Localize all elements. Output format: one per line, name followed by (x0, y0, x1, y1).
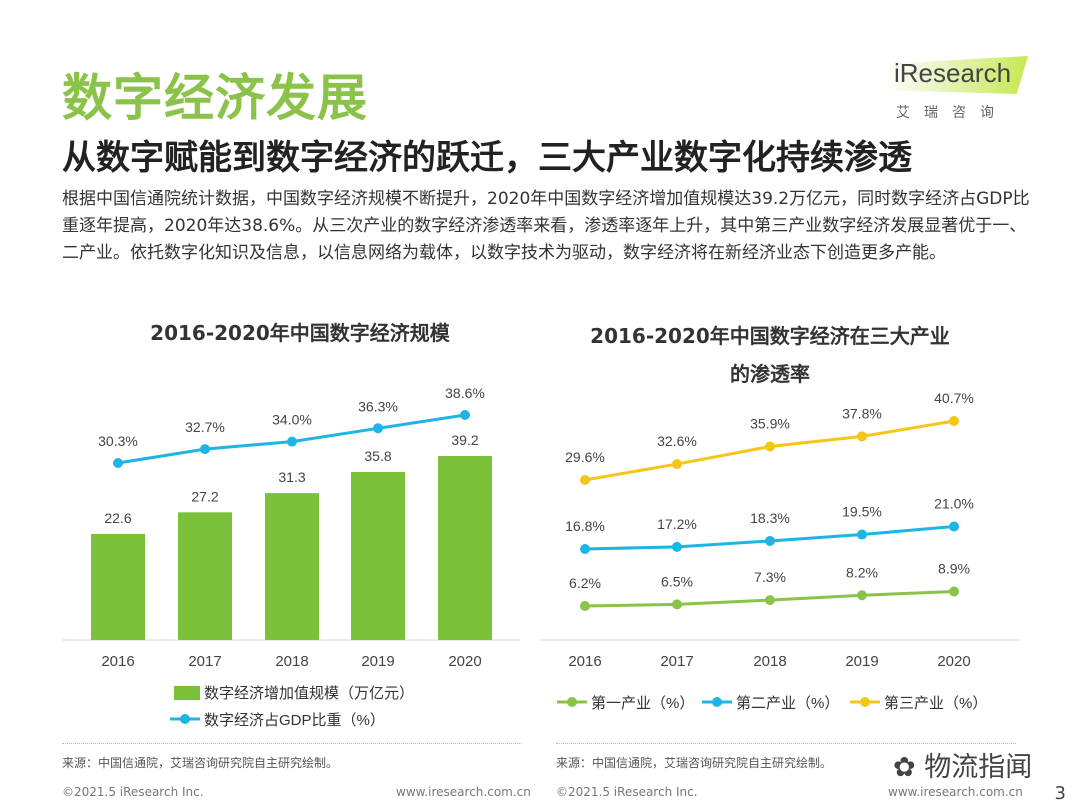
chart1-x-tick-label: 2019 (361, 653, 394, 670)
source-note-right: 来源：中国信通院，艾瑞咨询研究院自主研究绘制。 (556, 756, 833, 770)
wechat-icon: ✿ (893, 752, 916, 783)
page-title: 数字经济发展 (62, 69, 368, 127)
chart1-legend-bar-swatch (174, 686, 200, 700)
source-note-left: 来源：中国信通院，艾瑞咨询研究院自主研究绘制。 (62, 756, 339, 770)
chart1-bar (91, 533, 145, 640)
chart2-point-label: 6.2% (569, 575, 601, 591)
footer-divider-left (62, 743, 522, 744)
logo-subtitle: 艾瑞咨询 (896, 105, 1008, 121)
copyright-left: ©2021.5 iResearch Inc. (62, 785, 204, 799)
chart1-legend-bar-label: 数字经济增加值规模（万亿元） (204, 685, 414, 702)
chart2-series-point (857, 590, 867, 601)
chart1-x-tick-label: 2020 (448, 653, 481, 670)
chart2-point-label: 8.9% (938, 561, 970, 577)
chart2-point-label: 6.5% (661, 573, 693, 589)
chart1-bar-label: 39.2 (451, 432, 478, 448)
chart1-gdp-share-point (113, 458, 123, 468)
chart1-x-tick-label: 2017 (188, 653, 221, 670)
chart1-bar (351, 471, 405, 640)
chart2-title: 2016-2020年中国数字经济在三大产业 的渗透率 (560, 317, 980, 393)
chart2-legend-label: 第二产业（%） (736, 694, 839, 712)
chart2-x-tick-label: 2020 (937, 653, 970, 670)
chart2-series-point (580, 601, 590, 611)
chart1-gdp-share-label: 36.3% (358, 398, 398, 414)
chart1-bar-label: 22.6 (104, 510, 131, 526)
chart2-title-line2: 的渗透率 (730, 362, 810, 386)
chart2-series-point (857, 431, 867, 442)
chart1-gdp-share-point (373, 423, 383, 434)
chart1-gdp-share-label: 38.6% (445, 385, 485, 401)
chart1-legend-line-label: 数字经济占GDP比重（%） (204, 712, 385, 729)
footer-divider-right (556, 743, 1016, 744)
chart2-x-tick-label: 2017 (660, 653, 693, 670)
chart2-point-label: 18.3% (750, 510, 790, 526)
chart2-x-tick-label: 2019 (845, 653, 878, 670)
chart2-series-point (672, 599, 682, 610)
chart2-point-label: 19.5% (842, 504, 882, 520)
chart2-point-label: 8.2% (846, 564, 878, 580)
chart2-series-point (580, 544, 590, 554)
wechat-label: 物流指闻 (924, 752, 1033, 783)
chart2-legend-marker (860, 697, 870, 707)
chart1-bar-label: 31.3 (278, 469, 305, 485)
chart2-point-label: 17.2% (657, 516, 697, 532)
chart2-point-label: 35.9% (750, 416, 790, 432)
chart1-bar (265, 493, 319, 640)
chart1-bar-label: 35.8 (364, 448, 391, 464)
chart1-gdp-share-label: 30.3% (98, 433, 138, 449)
chart1-bar (438, 456, 492, 640)
chart2-series-point (949, 586, 959, 597)
chart1-legend-line-marker (180, 714, 190, 724)
chart1-gdp-share-label: 34.0% (272, 412, 312, 428)
chart2-series-point (765, 535, 775, 546)
chart1-gdp-share-label: 32.7% (185, 419, 225, 435)
chart1-gdp-share-point (460, 410, 470, 420)
chart2-x-tick-label: 2016 (568, 653, 601, 670)
chart1-gdp-share-point (200, 444, 210, 455)
page-number: 3 (1054, 783, 1066, 804)
chart2-x-tick-label: 2018 (753, 653, 786, 670)
chart2-series-point (580, 475, 590, 485)
chart2-point-label: 7.3% (754, 569, 786, 585)
chart2-series-point (765, 595, 775, 606)
chart2-point-label: 40.7% (934, 390, 974, 406)
body-paragraph: 根据中国信通院统计数据，中国数字经济规模不断提升，2020年中国数字经济增加值规… (62, 189, 1030, 263)
chart1-x-tick-label: 2018 (275, 653, 308, 670)
chart2-point-label: 29.6% (565, 449, 605, 465)
chart2-series-point (949, 521, 959, 532)
chart1-title: 2016-2020年中国数字经济规模 (150, 321, 450, 345)
chart2-legend-label: 第三产业（%） (884, 694, 987, 712)
chart1-gdp-share-point (287, 436, 297, 447)
chart2-legend-marker (567, 697, 577, 707)
chart2-series-point (672, 459, 682, 470)
chart1-x-tick-label: 2016 (101, 653, 134, 670)
chart2-point-label: 37.8% (842, 405, 882, 421)
chart2-point-label: 32.6% (657, 433, 697, 449)
website-right: www.iresearch.com.cn (888, 785, 1023, 799)
wechat-watermark: ✿ 物流指闻 (893, 745, 1032, 784)
chart2-point-label: 16.8% (565, 518, 605, 534)
chart2-series-point (672, 541, 682, 552)
chart2-title-line1: 2016-2020年中国数字经济在三大产业 (590, 324, 950, 348)
chart1-bar-label: 27.2 (191, 488, 218, 504)
chart2-legend-marker (712, 697, 722, 707)
copyright-right: ©2021.5 iResearch Inc. (556, 785, 698, 799)
chart2-legend-label: 第一产业（%） (591, 694, 694, 712)
chart2-series-point (765, 441, 775, 452)
chart1-bar (178, 512, 232, 640)
logo-wordmark: iResearch (894, 58, 1012, 88)
website-left: www.iresearch.com.cn (396, 785, 531, 799)
chart2-point-label: 21.0% (934, 496, 974, 512)
page-subtitle: 从数字赋能到数字经济的跃迁，三大产业数字化持续渗透 (62, 138, 912, 178)
iresearch-logo: iResearch 艾瑞咨询 (888, 56, 1038, 126)
chart2-series-point (949, 416, 959, 426)
chart2-series-point (857, 529, 867, 540)
